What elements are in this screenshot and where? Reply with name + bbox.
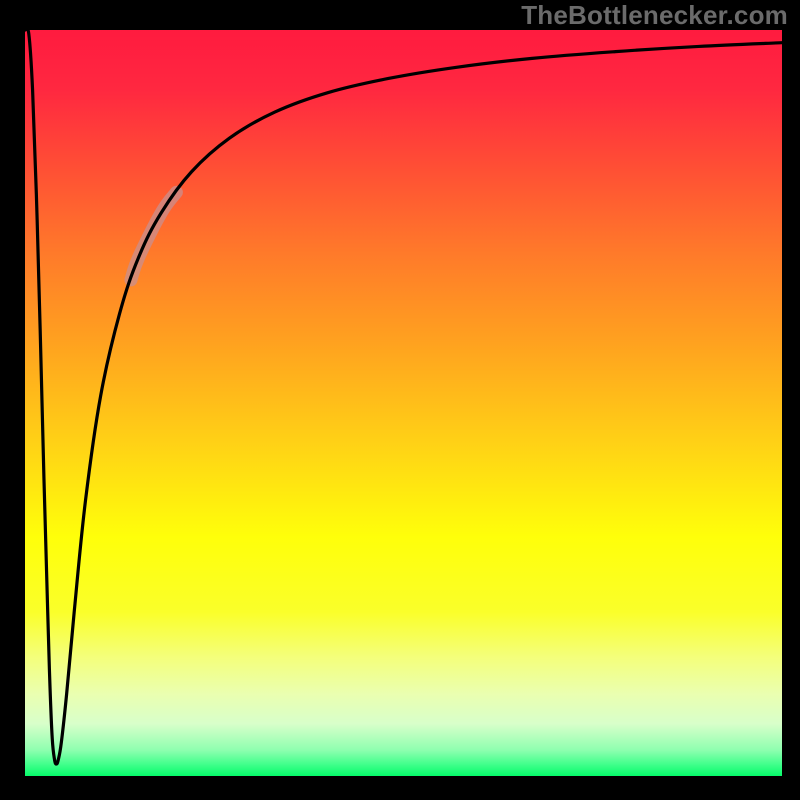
gradient-background — [25, 30, 782, 776]
plot-area — [25, 30, 782, 776]
chart-svg — [25, 30, 782, 776]
chart-container: TheBottlenecker.com — [0, 0, 800, 800]
watermark: TheBottlenecker.com — [521, 0, 788, 31]
